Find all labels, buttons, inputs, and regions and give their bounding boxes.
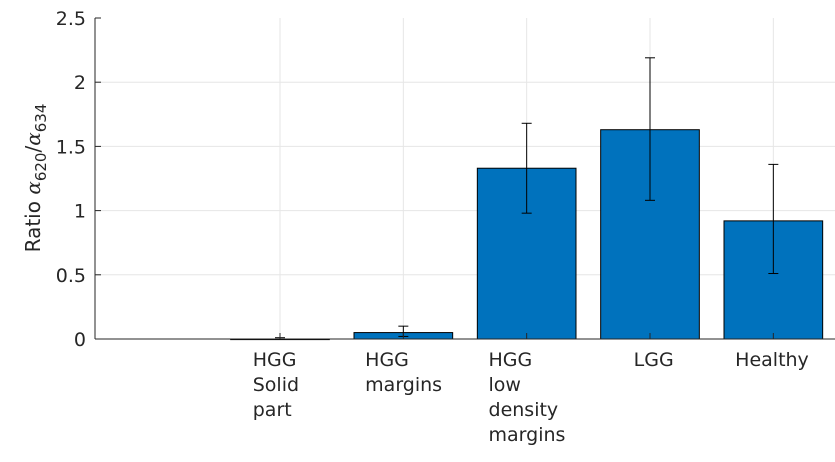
x-tick-label: HGG low density margins (489, 349, 566, 446)
y-tick-label: 2.5 (56, 8, 86, 30)
x-tick-labels: HGG Solid part HGG margins HGG low density margi… (253, 349, 809, 446)
y-tick-label: 1 (74, 201, 86, 223)
x-tick-label: Healthy (735, 349, 809, 371)
y-tick-label: 0.5 (56, 265, 86, 287)
axes (94, 17, 835, 340)
x-tick-label: LGG (634, 349, 674, 371)
y-tick-labels: 0 0.5 1 1.5 2 2.5 (56, 8, 86, 351)
error-bars (275, 57, 779, 340)
y-tick-label: 1.5 (56, 136, 86, 158)
y-axis-label: Ratio α620/α634 (21, 104, 50, 253)
bar (723, 220, 824, 340)
x-tick-label: HGG Solid part (253, 349, 299, 421)
y-tick-label: 2 (74, 72, 86, 94)
y-tick-label: 0 (74, 329, 86, 351)
x-tick-label: HGG margins (365, 349, 442, 396)
